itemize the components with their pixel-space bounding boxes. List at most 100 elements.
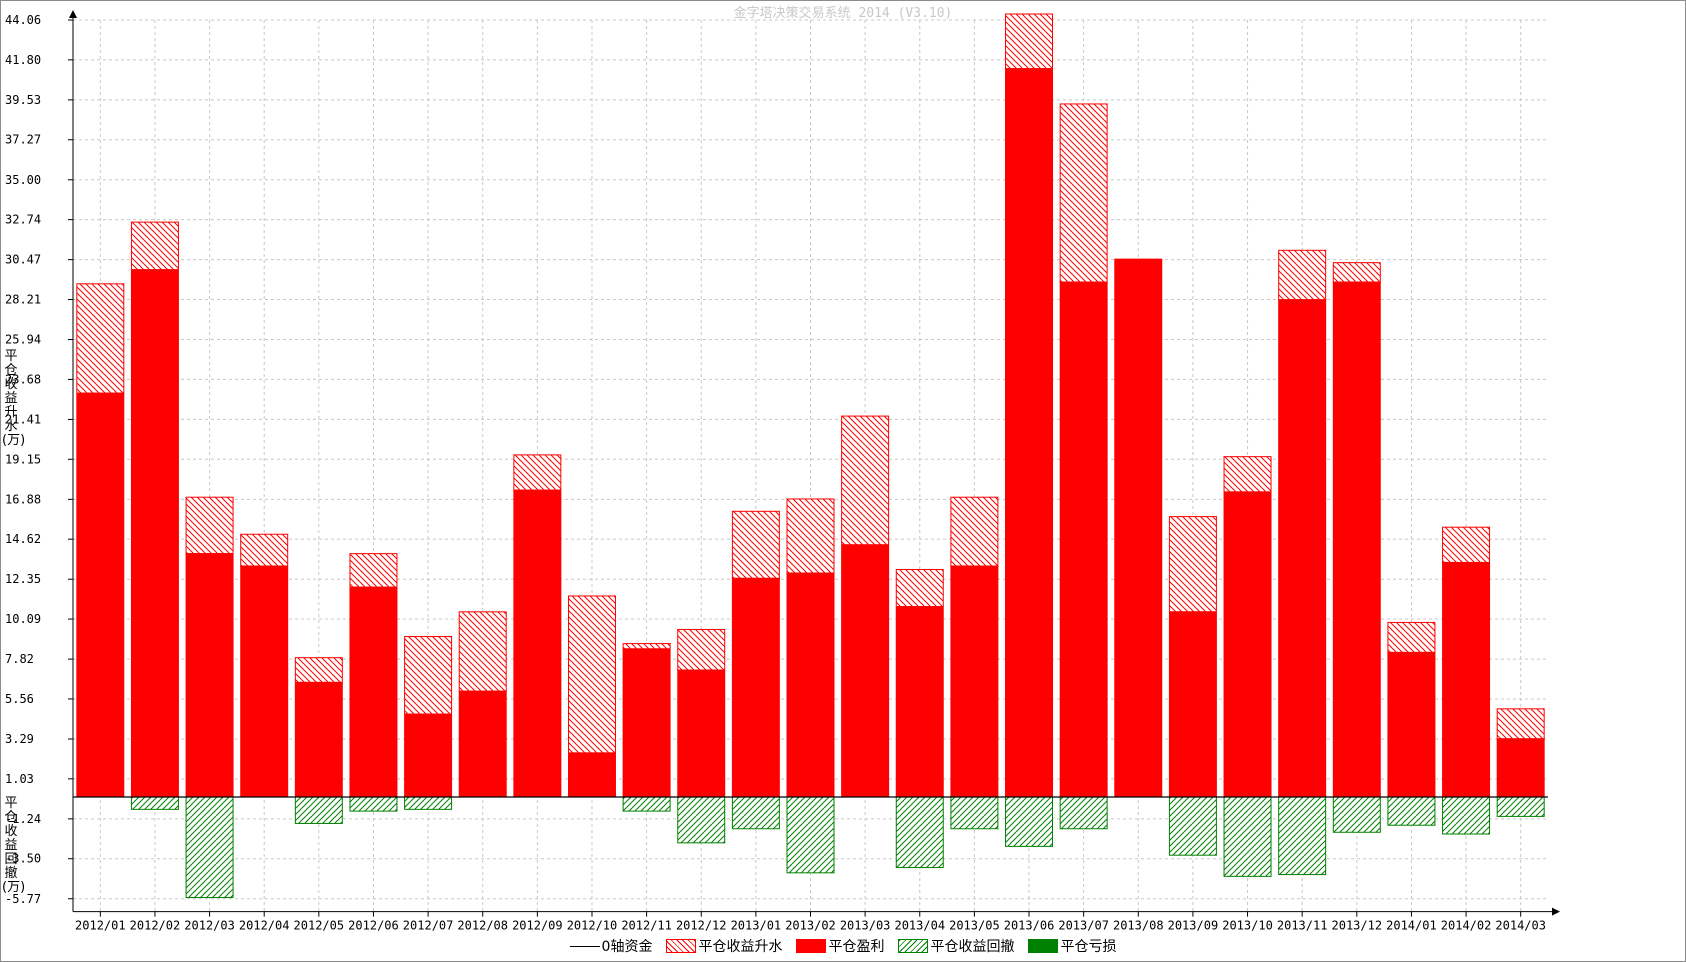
legend-item-premium: 平仓收益升水: [666, 936, 782, 956]
x-tick-label: 2013/09: [1168, 919, 1219, 933]
legend: 0轴资金 平仓收益升水 平仓盈利 平仓收益回撤 平仓亏损: [0, 935, 1686, 957]
bar-premium: [76, 283, 125, 394]
legend-line-swatch: [569, 945, 600, 947]
bar-premium: [895, 569, 944, 608]
bar-premium: [349, 553, 398, 588]
y-tick-label: 32.74: [5, 213, 41, 227]
bar-profit: [458, 690, 507, 798]
x-tick-label: 2012/06: [348, 919, 399, 933]
bar-premium: [513, 454, 562, 491]
bar-premium: [677, 628, 726, 671]
y-tick-label: 25.94: [5, 333, 41, 347]
x-tick-label: 2012/10: [567, 919, 618, 933]
bar-profit: [1168, 611, 1217, 798]
legend-hatch-green-swatch: [898, 939, 929, 953]
bar-profit: [240, 565, 289, 798]
bar-drawdown: [1332, 796, 1381, 833]
x-tick-label: 2012/07: [403, 919, 454, 933]
x-tick-label: 2014/03: [1495, 919, 1546, 933]
bar-profit: [895, 606, 944, 798]
x-tick-label: 2013/06: [1004, 919, 1055, 933]
legend-hatch-red-swatch: [666, 939, 697, 953]
x-tick-label: 2012/03: [184, 919, 235, 933]
bar-premium: [130, 221, 179, 271]
x-axis-arrow: [1552, 907, 1560, 916]
y-axis-label-bottom: 平仓收益回撤(万): [2, 796, 26, 895]
y-tick-label: 7.82: [5, 652, 34, 666]
y-tick-label: 35.00: [5, 173, 41, 187]
bar-premium: [841, 415, 890, 546]
bar-profit: [731, 577, 780, 798]
bar-premium: [1278, 249, 1327, 301]
bar-profit: [1278, 299, 1327, 798]
bar-profit: [1332, 281, 1381, 798]
y-tick-label: 44.06: [5, 13, 41, 27]
bar-drawdown: [677, 796, 726, 844]
bars-layer: [76, 13, 1545, 899]
y-tick-label: 14.62: [5, 532, 41, 546]
bar-premium: [950, 496, 999, 567]
bar-drawdown: [1278, 796, 1327, 876]
x-tick-label: 2013/04: [894, 919, 945, 933]
bar-profit: [130, 269, 179, 798]
y-tick-label: 12.35: [5, 572, 41, 586]
bar-premium: [240, 533, 289, 567]
bar-premium: [458, 611, 507, 692]
y-tick-labels: 44.06 41.80 39.53 37.27 35.00 32.74 30.47 28.21…: [5, 13, 41, 906]
bar-premium: [1059, 103, 1108, 283]
legend-item-zero-axis: 0轴资金: [569, 936, 653, 956]
bar-drawdown: [895, 796, 944, 869]
bar-premium: [1005, 13, 1054, 70]
bar-profit: [841, 544, 890, 798]
bar-drawdown: [950, 796, 999, 830]
x-tick-label: 2012/11: [621, 919, 672, 933]
bar-drawdown: [1496, 796, 1545, 817]
bar-drawdown: [1059, 796, 1108, 830]
bar-drawdown: [404, 796, 453, 810]
bar-profit: [76, 392, 125, 798]
legend-label: 0轴资金: [601, 939, 653, 955]
bar-premium: [731, 510, 780, 579]
y-tick-label: -3.50: [5, 852, 41, 866]
x-tick-label: 2013/11: [1277, 919, 1328, 933]
bar-premium: [1332, 262, 1381, 283]
y-tick-label: 1.03: [5, 772, 34, 786]
y-tick-label: 21.41: [5, 412, 41, 426]
legend-item-loss: 平仓亏损: [1028, 936, 1116, 956]
x-tick-label: 2012/01: [75, 919, 126, 933]
x-tick-label: 2013/12: [1332, 919, 1383, 933]
bar-drawdown: [130, 796, 179, 810]
x-tick-label: 2014/02: [1441, 919, 1492, 933]
bar-drawdown: [1223, 796, 1272, 877]
legend-label: 平仓亏损: [1060, 939, 1117, 955]
y-tick-label: 16.88: [5, 492, 41, 506]
bar-drawdown: [294, 796, 343, 824]
axes-layer: [68, 10, 1560, 917]
bar-profit: [1496, 738, 1545, 798]
x-tick-label: 2013/10: [1222, 919, 1273, 933]
y-tick-label: 10.09: [5, 612, 41, 626]
y-axis-label-top: 平仓收益升水(万): [2, 349, 26, 448]
bar-premium: [1168, 516, 1217, 613]
x-tick-label: 2013/08: [1113, 919, 1164, 933]
x-tick-labels: 2012/01 2012/02 2012/03 2012/04 2012/05 2012/…: [75, 919, 1546, 933]
x-tick-label: 2013/03: [840, 919, 891, 933]
bar-profit: [404, 713, 453, 798]
x-tick-label: 2013/01: [731, 919, 782, 933]
x-tick-label: 2014/01: [1386, 919, 1437, 933]
bar-premium: [1496, 708, 1545, 740]
bar-profit: [294, 681, 343, 798]
x-tick-label: 2012/04: [239, 919, 290, 933]
legend-item-profit: 平仓盈利: [796, 936, 884, 956]
legend-item-drawdown: 平仓收益回撤: [898, 936, 1014, 956]
bar-profit: [185, 553, 234, 798]
bar-profit: [950, 565, 999, 798]
y-tick-label: 23.68: [5, 372, 41, 386]
bar-profit: [1005, 68, 1054, 798]
y-tick-label: 19.15: [5, 452, 41, 466]
bar-profit: [1442, 561, 1491, 798]
legend-label: 平仓收益升水: [698, 939, 783, 955]
y-tick-label: -5.77: [5, 892, 41, 906]
x-tick-label: 2012/12: [676, 919, 727, 933]
